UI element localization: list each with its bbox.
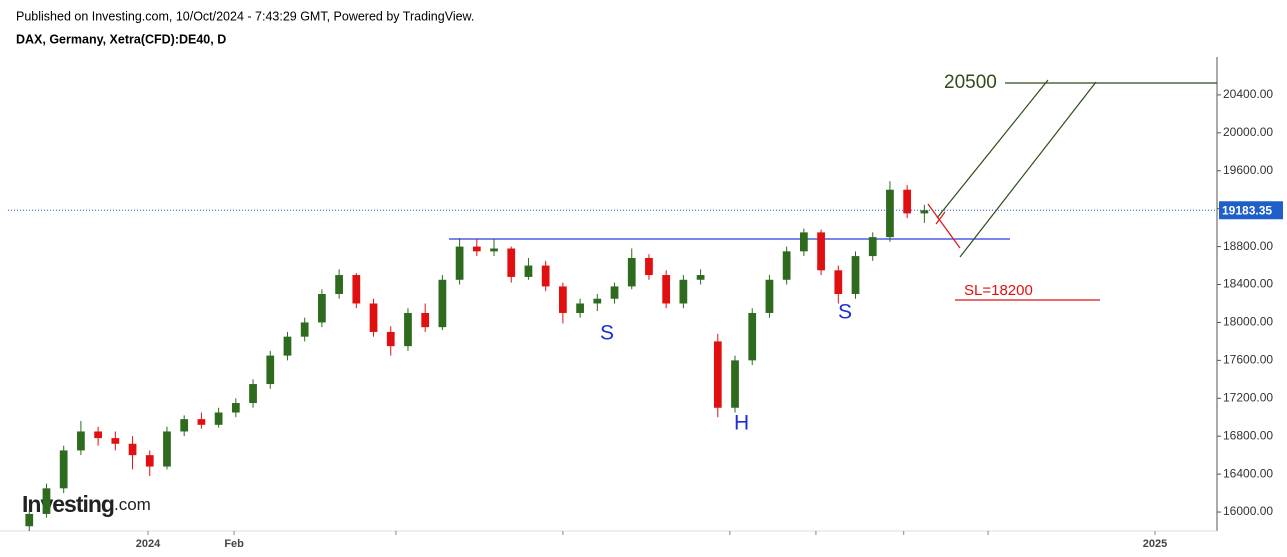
candle-body [765, 279, 774, 313]
candle-body [713, 341, 722, 408]
candle-body [59, 450, 68, 489]
candle-body [817, 232, 825, 271]
candle-body [782, 251, 791, 280]
target-label: 20500 [944, 72, 997, 93]
last-price-label: 19183.35 [1222, 203, 1272, 217]
candle-body [886, 189, 894, 238]
y-tick-label: 16800.00 [1223, 428, 1273, 442]
chart-title: DAX, Germany, Xetra(CFD):DE40, D [16, 32, 226, 46]
candle-body [335, 275, 343, 294]
y-tick-label: 17200.00 [1223, 390, 1273, 404]
drop-arrow [927, 203, 961, 249]
candle-body [524, 265, 533, 277]
candle-body [559, 286, 567, 313]
candle-body [472, 246, 481, 252]
candle-body [386, 331, 395, 347]
last-price-box [1219, 201, 1283, 220]
candle-body [25, 513, 34, 527]
candle-body [610, 286, 619, 299]
candle-body [145, 455, 154, 467]
candle-body [679, 279, 688, 304]
logo-brand: Investing [22, 491, 114, 517]
y-tick-label: 18400.00 [1223, 277, 1273, 291]
candle-body [576, 303, 584, 313]
candle-body [627, 257, 636, 287]
logo-suffix: .com [114, 495, 151, 514]
y-tick-label: 18800.00 [1223, 239, 1273, 253]
candle-body [920, 210, 929, 214]
candle-body [834, 270, 843, 294]
candle-body [352, 275, 361, 304]
candle-body [748, 312, 757, 361]
pattern-label: S [600, 322, 614, 345]
candle-body [180, 419, 189, 432]
candle-body [645, 257, 653, 276]
candle-body [593, 298, 602, 304]
channel-line [936, 79, 1049, 219]
candle-body [731, 360, 739, 408]
candle-body [438, 279, 447, 328]
pattern-label: H [734, 412, 749, 435]
candle-body [249, 384, 257, 404]
candle-body [490, 248, 498, 252]
y-tick-label: 20400.00 [1223, 87, 1273, 101]
stop-label: SL=18200 [964, 282, 1033, 299]
candle-body [300, 322, 309, 337]
candle-body [851, 256, 860, 294]
candle-body [421, 312, 430, 328]
logo: Investing.com [22, 491, 151, 517]
y-tick-label: 20000.00 [1223, 125, 1273, 139]
channel-line [959, 81, 1097, 258]
pattern-label: S [838, 301, 852, 324]
y-tick-label: 16400.00 [1223, 466, 1273, 480]
chart-subtitle: Published on Investing.com, 10/Oct/2024 … [16, 9, 474, 23]
candle-body [404, 312, 412, 347]
candle-body [214, 412, 223, 425]
candle-body [369, 303, 378, 332]
candle-body [283, 336, 292, 356]
y-tick-label: 16000.00 [1223, 504, 1273, 518]
y-tick-label: 18000.00 [1223, 315, 1273, 329]
x-tick-label: 2024 [136, 538, 161, 550]
candle-body [163, 431, 171, 467]
candle-body [42, 488, 51, 514]
candle-body [94, 431, 102, 439]
candle-body [128, 443, 137, 456]
candle-body [111, 438, 120, 444]
y-tick-label: 19600.00 [1223, 163, 1273, 177]
x-tick-label: Feb [224, 538, 244, 550]
candle-body [318, 294, 326, 323]
candle-body [662, 275, 671, 304]
drop-arrow [935, 211, 946, 225]
y-tick-label: 17600.00 [1223, 353, 1273, 367]
x-tick-label: 2025 [1143, 538, 1167, 550]
candle-body [197, 419, 206, 425]
candle-body [231, 403, 240, 413]
candle-body [507, 248, 516, 277]
candle-body [77, 431, 85, 451]
candle-body [455, 246, 464, 280]
candle-body [868, 237, 877, 257]
candle-body [903, 189, 912, 214]
candle-body [541, 265, 550, 287]
candle-body [696, 275, 705, 280]
candle-body [266, 355, 275, 385]
candle-body [800, 232, 808, 252]
